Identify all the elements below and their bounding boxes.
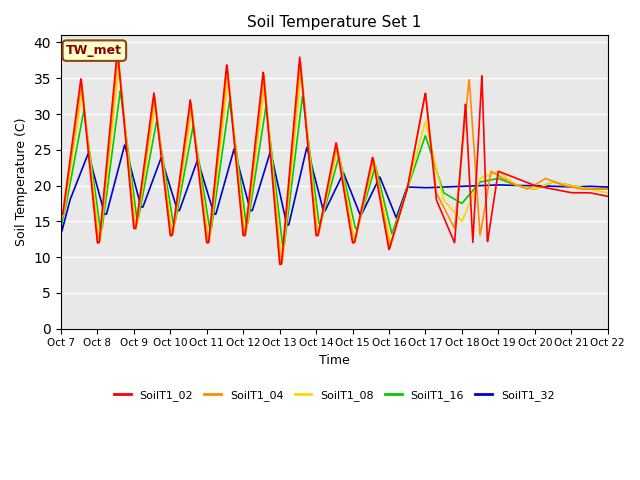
Line: SoilT1_08: SoilT1_08 bbox=[61, 66, 608, 256]
SoilT1_02 bbox=[604, 193, 612, 199]
SoilT1_32 bbox=[58, 229, 65, 235]
SoilT1_16 bbox=[604, 186, 612, 192]
SoilT1_08 bbox=[588, 187, 596, 192]
SoilT1_02 bbox=[276, 262, 284, 267]
SoilT1_02 bbox=[588, 191, 596, 196]
SoilT1_16 bbox=[85, 143, 93, 149]
SoilT1_32 bbox=[604, 184, 612, 190]
SoilT1_04 bbox=[588, 186, 596, 192]
SoilT1_16 bbox=[589, 186, 596, 192]
SoilT1_32 bbox=[488, 182, 496, 188]
SoilT1_04 bbox=[57, 211, 65, 217]
SoilT1_04 bbox=[323, 189, 331, 194]
SoilT1_02 bbox=[589, 191, 596, 196]
SoilT1_08 bbox=[57, 211, 65, 217]
SoilT1_16 bbox=[309, 172, 317, 178]
X-axis label: Time: Time bbox=[319, 354, 349, 367]
SoilT1_08 bbox=[323, 192, 331, 197]
SoilT1_08 bbox=[85, 145, 93, 151]
SoilT1_04 bbox=[309, 190, 317, 195]
Legend: SoilT1_02, SoilT1_04, SoilT1_08, SoilT1_16, SoilT1_32: SoilT1_02, SoilT1_04, SoilT1_08, SoilT1_… bbox=[109, 385, 559, 405]
SoilT1_32 bbox=[85, 154, 93, 159]
SoilT1_32 bbox=[588, 183, 596, 189]
Line: SoilT1_32: SoilT1_32 bbox=[61, 145, 608, 232]
SoilT1_08 bbox=[604, 190, 612, 196]
SoilT1_08 bbox=[488, 171, 496, 177]
SoilT1_08 bbox=[309, 182, 317, 188]
Line: SoilT1_02: SoilT1_02 bbox=[61, 51, 608, 264]
Line: SoilT1_04: SoilT1_04 bbox=[61, 54, 608, 263]
SoilT1_16 bbox=[279, 242, 287, 248]
SoilT1_08 bbox=[277, 253, 285, 259]
SoilT1_32 bbox=[589, 183, 596, 189]
SoilT1_32 bbox=[57, 211, 65, 217]
Title: Soil Temperature Set 1: Soil Temperature Set 1 bbox=[247, 15, 422, 30]
SoilT1_02 bbox=[309, 197, 317, 203]
SoilT1_02 bbox=[488, 210, 496, 216]
SoilT1_04 bbox=[276, 260, 284, 265]
Y-axis label: Soil Temperature (C): Soil Temperature (C) bbox=[15, 118, 28, 246]
SoilT1_32 bbox=[309, 167, 317, 173]
SoilT1_02 bbox=[114, 48, 122, 54]
SoilT1_02 bbox=[85, 154, 93, 160]
SoilT1_16 bbox=[57, 211, 65, 217]
SoilT1_04 bbox=[604, 186, 612, 192]
SoilT1_04 bbox=[85, 148, 93, 154]
SoilT1_04 bbox=[589, 186, 596, 192]
SoilT1_04 bbox=[114, 51, 122, 57]
Line: SoilT1_16: SoilT1_16 bbox=[61, 91, 608, 245]
SoilT1_32 bbox=[121, 142, 129, 148]
SoilT1_02 bbox=[323, 185, 331, 191]
SoilT1_16 bbox=[323, 196, 331, 202]
SoilT1_16 bbox=[116, 88, 124, 94]
SoilT1_04 bbox=[488, 169, 496, 175]
SoilT1_08 bbox=[589, 187, 596, 192]
Text: TW_met: TW_met bbox=[67, 44, 122, 57]
SoilT1_16 bbox=[488, 177, 496, 182]
SoilT1_16 bbox=[588, 186, 596, 192]
SoilT1_32 bbox=[323, 204, 331, 209]
SoilT1_02 bbox=[57, 211, 65, 217]
SoilT1_08 bbox=[115, 63, 123, 69]
